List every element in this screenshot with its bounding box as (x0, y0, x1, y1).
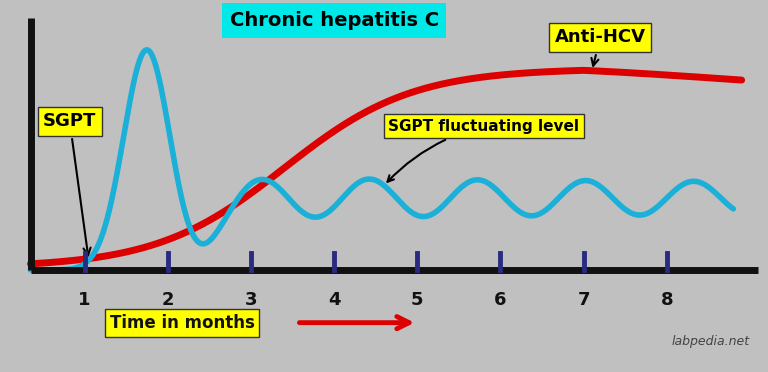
Text: 8: 8 (660, 292, 673, 310)
Text: labpedia.net: labpedia.net (672, 335, 750, 348)
Text: SGPT: SGPT (43, 112, 96, 255)
Text: 7: 7 (578, 292, 590, 310)
Text: 5: 5 (411, 292, 423, 310)
Text: 6: 6 (494, 292, 507, 310)
Text: Time in months: Time in months (110, 314, 254, 332)
Text: SGPT fluctuating level: SGPT fluctuating level (388, 119, 579, 182)
Text: 4: 4 (328, 292, 340, 310)
Text: 3: 3 (245, 292, 257, 310)
Text: 2: 2 (161, 292, 174, 310)
Text: Anti-HCV: Anti-HCV (554, 28, 646, 66)
Text: Chronic hepatitis C: Chronic hepatitis C (230, 11, 439, 30)
Text: 1: 1 (78, 292, 91, 310)
